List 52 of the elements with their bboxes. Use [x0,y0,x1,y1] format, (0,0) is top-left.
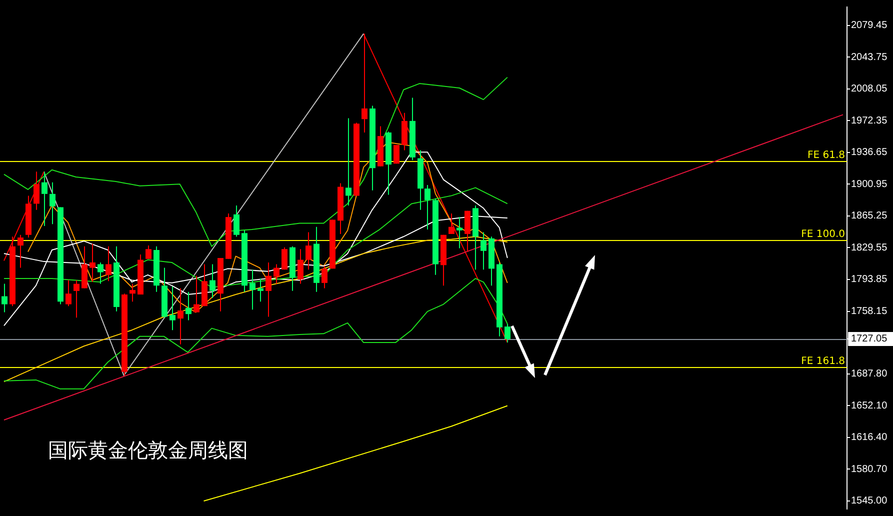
candlestick [274,264,280,284]
candlestick [306,232,312,270]
candlestick [282,246,288,270]
ref-line-label: FE 161.8 [801,356,845,368]
candlestick [186,291,192,321]
y-tick-label: 1687.80 [851,368,888,380]
candlestick [250,269,256,310]
candlestick [266,262,272,318]
candlestick [480,232,486,270]
candlestick [322,266,328,289]
y-tick-label: 2043.75 [851,52,888,63]
y-tick-label: 1758.15 [851,306,888,318]
candlestick [178,288,184,345]
y-tick-label: 1545.00 [851,496,888,507]
candlestick [504,323,510,344]
y-tick-label: 2008.05 [851,84,888,95]
candlestick [106,246,112,282]
candlestick [258,278,264,302]
y-tick-label: 1865.25 [851,210,888,222]
y-tick-label: 1936.65 [851,147,888,158]
y-tick-label: 1829.55 [851,242,888,254]
candlestick [66,280,72,307]
candlestick [210,264,216,299]
candlestick [98,262,104,284]
y-tick-label: 1972.35 [851,115,888,126]
candlestick [464,210,470,252]
candlestick [448,212,454,234]
text: 国际黄金伦敦金周线图 [48,438,248,462]
ref-line-label: FE 100.0 [801,229,845,240]
candlestick [194,275,200,313]
candlestick [74,280,80,318]
candlestick [18,234,24,268]
y-tick-label: 1616.40 [851,432,888,444]
candlestick [346,118,352,206]
ref-line-label: FE 61.8 [807,150,845,162]
candlestick [424,184,430,230]
y-tick-label: 1652.10 [851,400,888,412]
candlestick [234,204,240,238]
candlestick [456,216,462,249]
candlestick [42,171,48,226]
candlestick [170,286,176,331]
candlestick [146,245,152,260]
candlestick [50,182,56,225]
y-tick-label: 2079.45 [851,20,888,32]
candlestick [90,243,96,283]
y-tick-label: 1793.85 [851,274,888,286]
y-tick-label: 1727.05 [851,334,888,345]
y-tick-label: 1900.95 [851,178,888,190]
candlestick [130,283,136,302]
y-tick-label: 1580.70 [851,464,888,475]
candlestick [298,248,304,284]
candlestick [2,283,8,313]
